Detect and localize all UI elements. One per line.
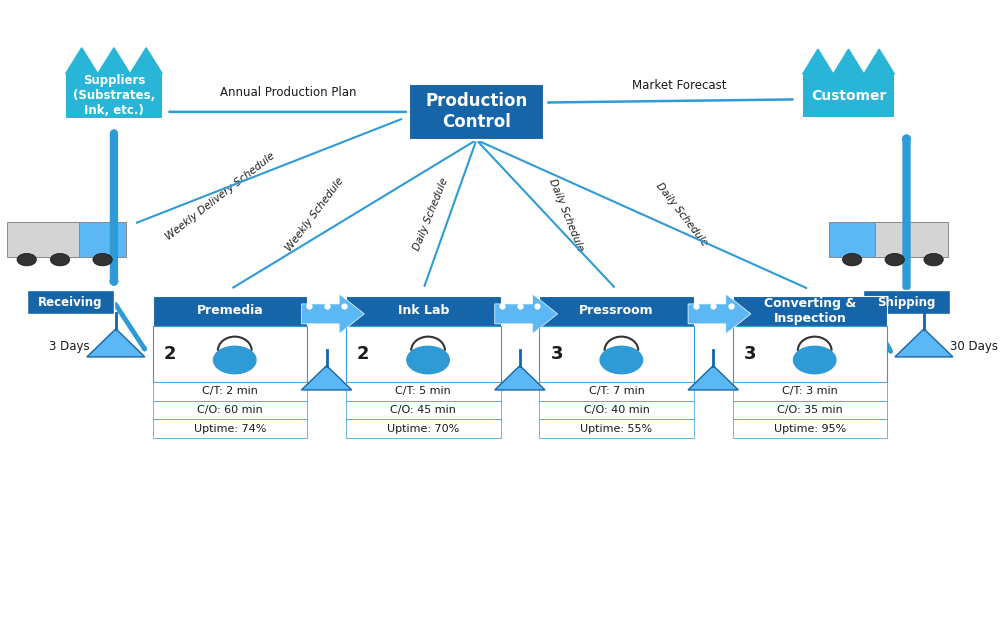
Circle shape [213, 347, 256, 374]
Circle shape [93, 253, 112, 266]
FancyBboxPatch shape [7, 222, 85, 257]
Text: Receiving: Receiving [38, 296, 103, 309]
Text: C/T: 5 min: C/T: 5 min [395, 386, 451, 396]
FancyBboxPatch shape [346, 420, 501, 438]
Text: Daily Schedule: Daily Schedule [654, 181, 710, 248]
Text: Premedia: Premedia [197, 304, 263, 317]
Text: Daily Schedule: Daily Schedule [547, 177, 585, 252]
Circle shape [600, 347, 643, 374]
Circle shape [793, 347, 836, 374]
FancyBboxPatch shape [733, 296, 887, 326]
Polygon shape [87, 329, 145, 357]
Text: C/O: 40 min: C/O: 40 min [584, 405, 649, 415]
FancyBboxPatch shape [346, 382, 501, 401]
FancyBboxPatch shape [346, 401, 501, 420]
Text: Daily Schedule: Daily Schedule [411, 177, 450, 252]
FancyBboxPatch shape [733, 401, 887, 420]
FancyBboxPatch shape [66, 74, 162, 118]
Polygon shape [803, 49, 894, 74]
FancyBboxPatch shape [863, 290, 950, 314]
FancyBboxPatch shape [733, 382, 887, 401]
FancyBboxPatch shape [153, 296, 307, 326]
FancyBboxPatch shape [539, 326, 694, 382]
FancyBboxPatch shape [539, 296, 694, 326]
Polygon shape [66, 48, 162, 74]
Text: Uptime: 74%: Uptime: 74% [194, 423, 266, 433]
FancyBboxPatch shape [153, 420, 307, 438]
Text: 30 Days: 30 Days [950, 340, 998, 353]
Text: Converting &
Inspection: Converting & Inspection [764, 297, 856, 325]
Text: C/T: 7 min: C/T: 7 min [589, 386, 644, 396]
Polygon shape [495, 294, 558, 334]
Text: Market Forecast: Market Forecast [632, 79, 727, 92]
Text: C/T: 2 min: C/T: 2 min [202, 386, 258, 396]
Circle shape [50, 253, 70, 266]
Circle shape [407, 347, 449, 374]
Text: Weekly Delivery Schedule: Weekly Delivery Schedule [164, 150, 277, 242]
FancyBboxPatch shape [539, 401, 694, 420]
FancyBboxPatch shape [346, 296, 501, 326]
FancyBboxPatch shape [153, 326, 307, 382]
Text: C/O: 45 min: C/O: 45 min [390, 405, 456, 415]
Text: 3: 3 [550, 345, 563, 363]
FancyBboxPatch shape [79, 222, 126, 257]
Circle shape [924, 253, 943, 266]
FancyBboxPatch shape [346, 326, 501, 382]
Text: Pressroom: Pressroom [579, 304, 654, 317]
Polygon shape [895, 329, 953, 357]
Text: Weekly Schedule: Weekly Schedule [284, 176, 345, 253]
FancyBboxPatch shape [829, 222, 875, 257]
Polygon shape [495, 365, 545, 390]
FancyBboxPatch shape [539, 382, 694, 401]
Circle shape [885, 253, 904, 266]
Text: C/O: 35 min: C/O: 35 min [777, 405, 843, 415]
FancyBboxPatch shape [153, 382, 307, 401]
Text: 3: 3 [744, 345, 756, 363]
Text: C/O: 60 min: C/O: 60 min [197, 405, 263, 415]
Circle shape [17, 253, 36, 266]
FancyBboxPatch shape [803, 74, 894, 117]
Text: 2: 2 [357, 345, 370, 363]
Circle shape [842, 253, 862, 266]
Text: Suppliers
(Substrates,
Ink, etc.): Suppliers (Substrates, Ink, etc.) [73, 74, 155, 118]
Polygon shape [301, 294, 364, 334]
Polygon shape [301, 365, 352, 390]
FancyBboxPatch shape [27, 290, 114, 314]
Polygon shape [688, 294, 751, 334]
Text: C/T: 3 min: C/T: 3 min [782, 386, 838, 396]
FancyBboxPatch shape [539, 420, 694, 438]
Text: Uptime: 95%: Uptime: 95% [774, 423, 846, 433]
FancyBboxPatch shape [153, 401, 307, 420]
Text: 3 Days: 3 Days [49, 340, 90, 353]
FancyBboxPatch shape [870, 222, 948, 257]
Text: Uptime: 55%: Uptime: 55% [580, 423, 653, 433]
FancyBboxPatch shape [733, 326, 887, 382]
Polygon shape [688, 365, 738, 390]
Text: Ink Lab: Ink Lab [398, 304, 449, 317]
Text: Annual Production Plan: Annual Production Plan [220, 86, 356, 99]
FancyBboxPatch shape [733, 420, 887, 438]
Text: Customer: Customer [811, 89, 886, 103]
FancyBboxPatch shape [409, 84, 544, 140]
Text: 2: 2 [164, 345, 176, 363]
Text: Uptime: 70%: Uptime: 70% [387, 423, 459, 433]
Text: Shipping: Shipping [877, 296, 936, 309]
Text: Production
Control: Production Control [425, 92, 528, 131]
